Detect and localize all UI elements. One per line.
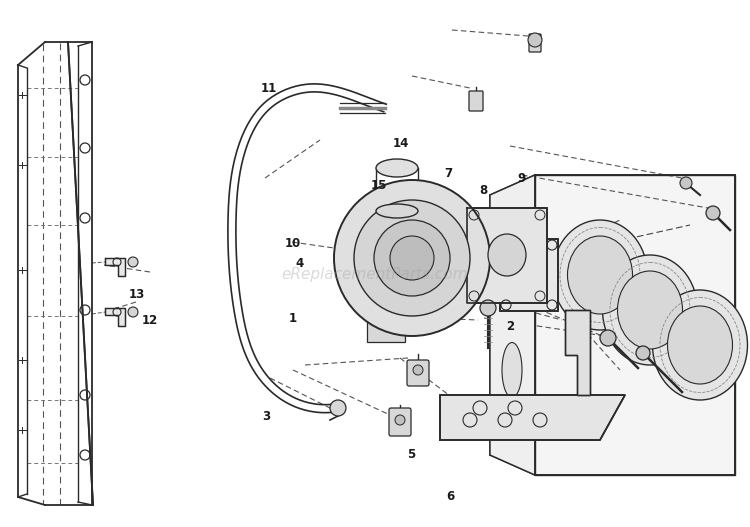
- Ellipse shape: [568, 236, 632, 314]
- Circle shape: [480, 300, 496, 316]
- Circle shape: [128, 307, 138, 317]
- Text: 13: 13: [128, 288, 145, 300]
- Text: 15: 15: [370, 179, 387, 192]
- Circle shape: [354, 200, 470, 316]
- Polygon shape: [467, 208, 547, 303]
- Circle shape: [636, 346, 650, 360]
- Polygon shape: [565, 310, 590, 395]
- FancyBboxPatch shape: [529, 34, 541, 52]
- Text: 6: 6: [446, 490, 454, 503]
- Ellipse shape: [502, 242, 522, 298]
- Text: 11: 11: [260, 82, 277, 95]
- Circle shape: [600, 330, 616, 346]
- FancyBboxPatch shape: [389, 408, 411, 436]
- Circle shape: [395, 415, 405, 425]
- Circle shape: [334, 180, 490, 336]
- Circle shape: [330, 400, 346, 416]
- Text: eReplacementParts.com: eReplacementParts.com: [282, 267, 468, 281]
- Ellipse shape: [668, 306, 733, 384]
- Circle shape: [413, 365, 423, 375]
- Ellipse shape: [602, 255, 698, 365]
- Text: 2: 2: [506, 320, 514, 333]
- Ellipse shape: [652, 290, 748, 400]
- Ellipse shape: [617, 271, 682, 349]
- Text: 12: 12: [142, 314, 158, 327]
- Circle shape: [706, 206, 720, 220]
- Ellipse shape: [502, 343, 522, 397]
- Circle shape: [374, 220, 450, 296]
- Text: 7: 7: [445, 168, 452, 180]
- Polygon shape: [490, 175, 535, 475]
- FancyBboxPatch shape: [469, 91, 483, 111]
- Text: 4: 4: [296, 257, 304, 270]
- Ellipse shape: [376, 159, 418, 177]
- Polygon shape: [105, 308, 125, 326]
- Bar: [367, 320, 405, 342]
- Polygon shape: [105, 258, 125, 276]
- FancyBboxPatch shape: [407, 360, 429, 386]
- Circle shape: [680, 177, 692, 189]
- Circle shape: [390, 236, 434, 280]
- Text: 5: 5: [407, 448, 416, 461]
- Text: 10: 10: [284, 237, 301, 250]
- Circle shape: [128, 257, 138, 267]
- Polygon shape: [500, 239, 558, 311]
- Polygon shape: [440, 395, 625, 440]
- Ellipse shape: [514, 254, 544, 296]
- Text: 1: 1: [289, 313, 296, 325]
- Polygon shape: [535, 175, 735, 475]
- Circle shape: [528, 33, 542, 47]
- Text: 8: 8: [480, 184, 488, 197]
- Ellipse shape: [488, 234, 526, 276]
- Ellipse shape: [553, 220, 647, 330]
- Text: 9: 9: [518, 172, 525, 184]
- Text: 14: 14: [393, 137, 410, 150]
- Text: 3: 3: [262, 410, 270, 423]
- Ellipse shape: [376, 204, 418, 218]
